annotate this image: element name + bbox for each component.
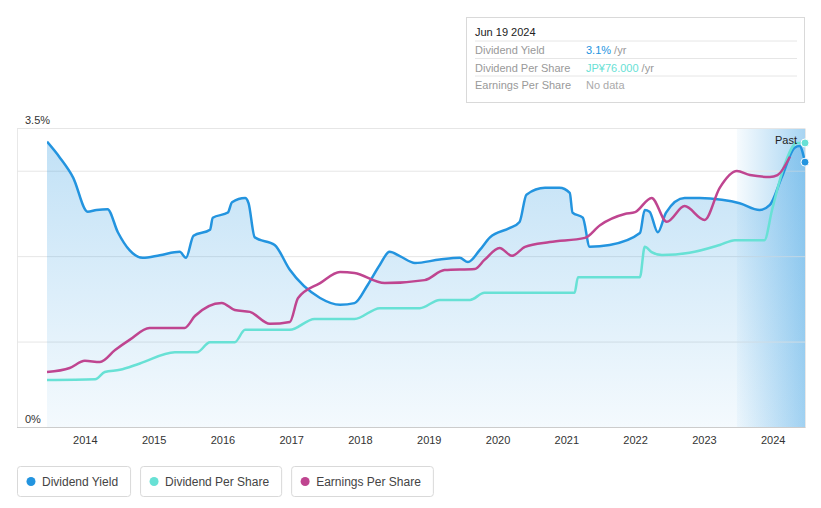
legend-label: Dividend Per Share bbox=[165, 475, 269, 489]
tooltip-unit: /yr bbox=[642, 62, 655, 74]
series-line bbox=[47, 157, 790, 372]
legend-label: Dividend Yield bbox=[42, 475, 118, 489]
x-tick: 2021 bbox=[555, 427, 579, 446]
x-tick-label: 2014 bbox=[73, 434, 97, 446]
tooltip-label: Dividend Yield bbox=[475, 44, 545, 56]
legend-item[interactable]: Dividend Yield bbox=[18, 467, 131, 497]
tooltip: Jun 19 2024Dividend Yield3.1%/yrDividend… bbox=[467, 18, 805, 103]
legend-marker bbox=[27, 477, 36, 486]
plot-marks bbox=[47, 142, 805, 427]
tooltip-unit: /yr bbox=[614, 44, 627, 56]
x-tick: 2015 bbox=[142, 427, 166, 446]
tooltip-separator bbox=[475, 41, 797, 42]
legend-item[interactable]: Earnings Per Share bbox=[292, 467, 434, 497]
x-tick-label: 2018 bbox=[348, 434, 372, 446]
tooltip-label: Earnings Per Share bbox=[475, 79, 571, 91]
x-tick-label: 2015 bbox=[142, 434, 166, 446]
tooltip-value-text: No data bbox=[586, 79, 625, 91]
legend-marker bbox=[301, 477, 310, 486]
y2-axis-line bbox=[805, 129, 806, 428]
x-tick-label: 2022 bbox=[623, 434, 647, 446]
tooltip-value-text: JP¥76.000 bbox=[586, 62, 639, 74]
grid-line bbox=[17, 171, 805, 172]
x-axis: 2014 2015 2016 2017 2018 2019 2020 2021 2022 2023… bbox=[48, 427, 806, 446]
x-tick-label: 2024 bbox=[761, 434, 785, 446]
x-tick-label: 2016 bbox=[211, 434, 235, 446]
tooltip-value: JP¥76.000/yr bbox=[586, 62, 654, 74]
grid-line bbox=[17, 427, 805, 428]
y-tick: 3.5% bbox=[17, 114, 805, 129]
x-tick-label: 2020 bbox=[486, 434, 510, 446]
x-tick: 2023 bbox=[692, 427, 716, 446]
grid-line bbox=[17, 128, 805, 129]
tooltip-separator bbox=[475, 58, 797, 59]
y-axis: 0% 3.5% bbox=[17, 114, 805, 428]
legend-box[interactable] bbox=[18, 467, 131, 497]
chart: 0%3.5%2014201520162017201820192020202120… bbox=[0, 0, 821, 508]
tooltip-separator bbox=[475, 76, 797, 77]
end-dot bbox=[801, 158, 809, 166]
y-tick-label: 3.5% bbox=[25, 114, 50, 126]
x-tick: 2016 bbox=[211, 427, 235, 446]
past-label: Past bbox=[775, 134, 797, 146]
y-axis-line bbox=[17, 129, 18, 428]
x-tick: 2022 bbox=[623, 427, 647, 446]
x-tick: 2014 bbox=[73, 427, 97, 446]
legend-marker bbox=[150, 477, 159, 486]
tooltip-value: 3.1%/yr bbox=[586, 44, 627, 56]
legend-item[interactable]: Dividend Per Share bbox=[141, 467, 282, 497]
tooltip-value-text: 3.1% bbox=[586, 44, 611, 56]
legend-box[interactable] bbox=[292, 467, 434, 497]
x-tick: 2019 bbox=[417, 427, 441, 446]
x-tick: 2017 bbox=[279, 427, 303, 446]
y-tick-label: 0% bbox=[25, 413, 41, 425]
x-tick: 2020 bbox=[486, 427, 510, 446]
end-dot bbox=[801, 139, 809, 147]
y-tick bbox=[17, 171, 805, 172]
legend-box[interactable] bbox=[141, 467, 282, 497]
x-tick: 2024 bbox=[761, 427, 785, 446]
x-tick-label: 2023 bbox=[692, 434, 716, 446]
x-tick-label: 2017 bbox=[279, 434, 303, 446]
x-tick-label: 2021 bbox=[555, 434, 579, 446]
y2-axis bbox=[805, 129, 806, 428]
legend-label: Earnings Per Share bbox=[316, 475, 421, 489]
tooltip-box bbox=[467, 18, 805, 103]
tooltip-value: No data bbox=[586, 79, 625, 91]
x-tick-label: 2019 bbox=[417, 434, 441, 446]
tooltip-title: Jun 19 2024 bbox=[475, 26, 536, 38]
tooltip-label: Dividend Per Share bbox=[475, 62, 570, 74]
x-tick: 2018 bbox=[348, 427, 372, 446]
series-line bbox=[47, 143, 805, 380]
yield-area bbox=[47, 142, 805, 427]
x-axis-line bbox=[48, 427, 806, 428]
